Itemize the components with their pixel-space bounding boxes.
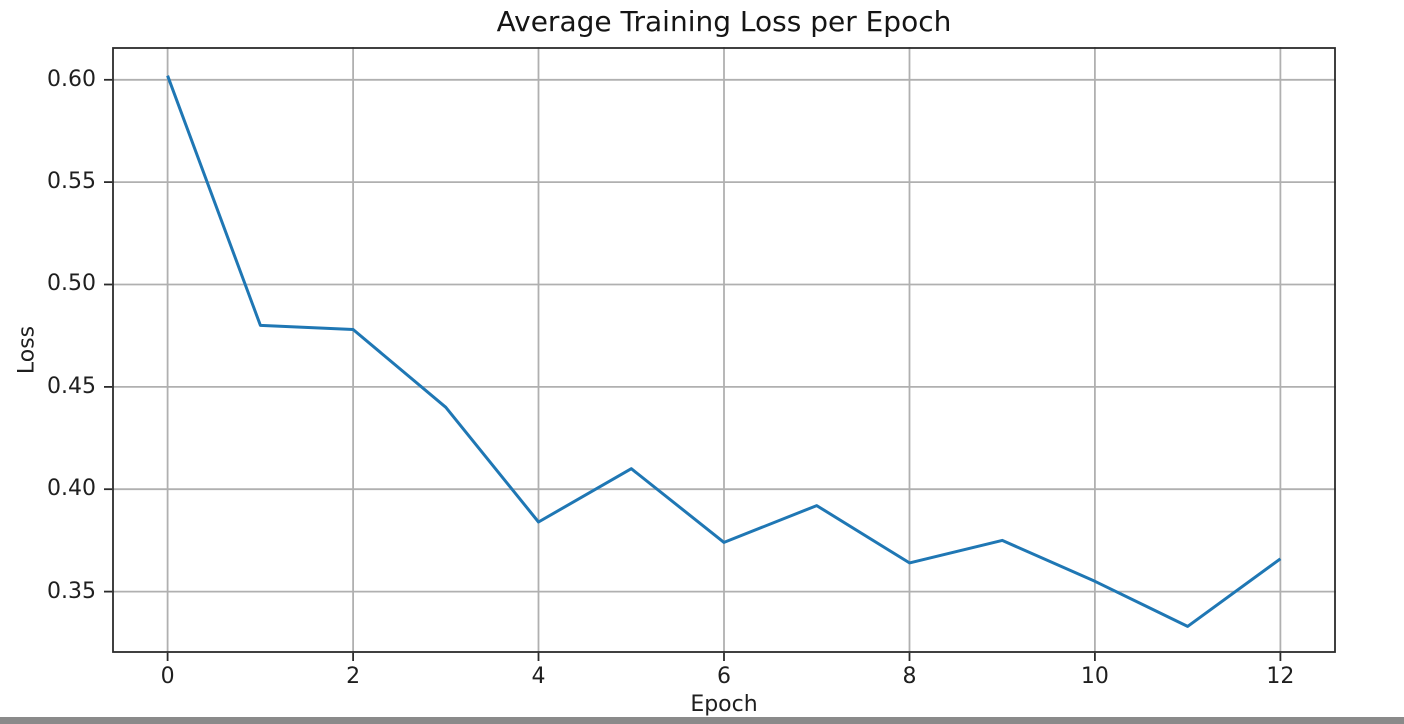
x-tick-label: 2 — [346, 664, 361, 689]
chart-title: Average Training Loss per Epoch — [496, 5, 952, 38]
y-tick-label: 0.60 — [47, 66, 96, 92]
x-tick-label: 12 — [1266, 664, 1295, 689]
taskbar-strip — [0, 717, 1404, 724]
x-axis-label: Epoch — [690, 692, 758, 717]
loss-line — [166, 75, 1282, 628]
y-tick-label: 0.50 — [47, 271, 96, 297]
y-tick-label: 0.55 — [47, 169, 96, 195]
plot-area — [104, 47, 1336, 661]
x-tick-label: 10 — [1080, 664, 1109, 689]
y-axis-label: Loss — [14, 325, 40, 375]
x-tick-label: 4 — [531, 664, 546, 689]
y-tick-label: 0.35 — [47, 578, 96, 604]
x-tick-label: 6 — [717, 664, 731, 689]
x-tick-label: 0 — [160, 664, 175, 689]
y-tick-label: 0.45 — [47, 373, 96, 399]
axes-border — [112, 47, 1336, 653]
y-tick-label: 0.40 — [47, 476, 96, 502]
x-tick-label: 8 — [902, 664, 917, 689]
